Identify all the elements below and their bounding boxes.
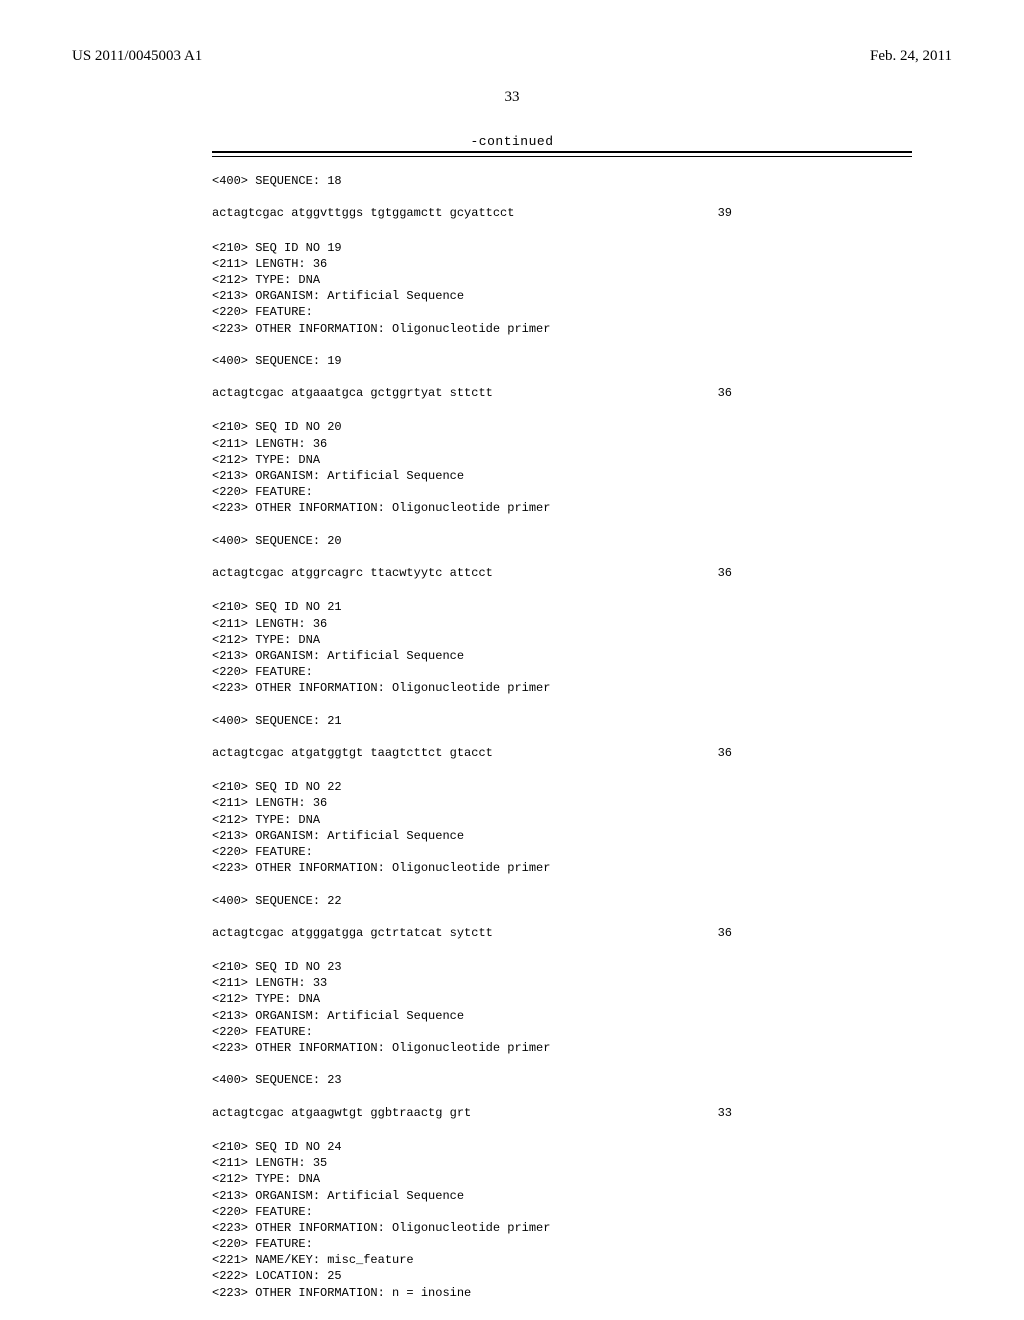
sequence-meta-line: <223> OTHER INFORMATION: Oligonucleotide… [212, 321, 912, 337]
sequence-meta-line [212, 876, 912, 892]
sequence-length: 33 [718, 1105, 912, 1121]
sequence-meta-line: <210> SEQ ID NO 21 [212, 599, 912, 615]
sequence-entry: <210> SEQ ID NO 20<211> LENGTH: 36<212> … [212, 419, 912, 581]
sequence-line: actagtcgac atgaagwtgt ggbtraactg grt 33 [212, 1105, 912, 1121]
sequence-meta-line: <210> SEQ ID NO 23 [212, 959, 912, 975]
sequence-meta-line: <220> FEATURE: [212, 844, 912, 860]
blank-line [212, 909, 912, 925]
sequence-length: 36 [718, 565, 912, 581]
sequence-meta-line [212, 1056, 912, 1072]
sequence-entry: <210> SEQ ID NO 22<211> LENGTH: 36<212> … [212, 779, 912, 941]
sequence-entry: <400> SEQUENCE: 18 actagtcgac atggvttggs… [212, 173, 912, 222]
sequence-meta-line: <213> ORGANISM: Artificial Sequence [212, 288, 912, 304]
sequence-meta-line: <213> ORGANISM: Artificial Sequence [212, 1008, 912, 1024]
sequence-meta-line: <212> TYPE: DNA [212, 632, 912, 648]
sequence-line: actagtcgac atggrcagrc ttacwtyytc attcct 3… [212, 565, 912, 581]
blank-line [212, 1089, 912, 1105]
blank-line [212, 549, 912, 565]
sequence-meta-line: <211> LENGTH: 35 [212, 1155, 912, 1171]
sequence-meta-line [212, 337, 912, 353]
sequence-meta-line: <210> SEQ ID NO 19 [212, 240, 912, 256]
sequence-text: actagtcgac atggvttggs tgtggamctt gcyattc… [212, 205, 514, 221]
sequence-entry: <210> SEQ ID NO 21<211> LENGTH: 36<212> … [212, 599, 912, 761]
sequence-text: actagtcgac atgaagwtgt ggbtraactg grt [212, 1105, 471, 1121]
sequence-meta-line: <220> FEATURE: [212, 484, 912, 500]
sequence-meta-line: <400> SEQUENCE: 20 [212, 533, 912, 549]
sequence-entry: <210> SEQ ID NO 24<211> LENGTH: 35<212> … [212, 1139, 912, 1301]
sequence-meta-line: <212> TYPE: DNA [212, 812, 912, 828]
sequence-meta-line: <400> SEQUENCE: 23 [212, 1072, 912, 1088]
sequence-meta-line: <211> LENGTH: 33 [212, 975, 912, 991]
sequence-meta-line [212, 696, 912, 712]
sequence-line: actagtcgac atgatggtgt taagtcttct gtacct 3… [212, 745, 912, 761]
sequence-line: actagtcgac atgggatgga gctrtatcat sytctt 3… [212, 925, 912, 941]
publication-number: US 2011/0045003 A1 [72, 48, 202, 65]
sequence-meta-line: <210> SEQ ID NO 22 [212, 779, 912, 795]
sequence-text: actagtcgac atggrcagrc ttacwtyytc attcct [212, 565, 493, 581]
sequence-meta-line: <400> SEQUENCE: 18 [212, 173, 912, 189]
sequence-entry: <210> SEQ ID NO 23<211> LENGTH: 33<212> … [212, 959, 912, 1121]
sequence-meta-line: <213> ORGANISM: Artificial Sequence [212, 1188, 912, 1204]
sequence-meta-line [212, 517, 912, 533]
sequence-meta-line: <212> TYPE: DNA [212, 272, 912, 288]
sequence-meta-line: <223> OTHER INFORMATION: n = inosine [212, 1285, 912, 1301]
sequence-meta-line: <211> LENGTH: 36 [212, 436, 912, 452]
sequence-length: 39 [718, 205, 912, 221]
sequence-meta-line: <400> SEQUENCE: 21 [212, 713, 912, 729]
sequence-meta-line: <222> LOCATION: 25 [212, 1268, 912, 1284]
page-header: US 2011/0045003 A1 Feb. 24, 2011 [72, 48, 952, 65]
sequence-meta-line: <211> LENGTH: 36 [212, 795, 912, 811]
sequence-meta-line: <220> FEATURE: [212, 1024, 912, 1040]
blank-line [212, 729, 912, 745]
sequence-meta-line: <212> TYPE: DNA [212, 991, 912, 1007]
sequence-line: actagtcgac atgaaatgca gctggrtyat sttctt 3… [212, 385, 912, 401]
sequence-meta-line: <223> OTHER INFORMATION: Oligonucleotide… [212, 1040, 912, 1056]
sequence-text: actagtcgac atgatggtgt taagtcttct gtacct [212, 745, 493, 761]
blank-line [212, 189, 912, 205]
patent-page: US 2011/0045003 A1 Feb. 24, 2011 33 -con… [0, 0, 1024, 1320]
sequence-text: actagtcgac atgggatgga gctrtatcat sytctt [212, 925, 493, 941]
sequence-meta-line: <213> ORGANISM: Artificial Sequence [212, 828, 912, 844]
continued-label: -continued [72, 134, 952, 149]
sequence-length: 36 [718, 925, 912, 941]
sequence-meta-line: <220> FEATURE: [212, 1236, 912, 1252]
sequence-text: actagtcgac atgaaatgca gctggrtyat sttctt [212, 385, 493, 401]
publication-date: Feb. 24, 2011 [870, 48, 952, 65]
sequence-meta-line: <213> ORGANISM: Artificial Sequence [212, 468, 912, 484]
sequence-meta-line: <223> OTHER INFORMATION: Oligonucleotide… [212, 1220, 912, 1236]
blank-line [212, 369, 912, 385]
sequence-meta-line: <210> SEQ ID NO 20 [212, 419, 912, 435]
sequence-listing: <400> SEQUENCE: 18 actagtcgac atggvttggs… [212, 173, 912, 1301]
sequence-meta-line: <223> OTHER INFORMATION: Oligonucleotide… [212, 860, 912, 876]
section-rule [212, 151, 912, 157]
sequence-meta-line: <211> LENGTH: 36 [212, 616, 912, 632]
sequence-meta-line: <212> TYPE: DNA [212, 452, 912, 468]
sequence-meta-line: <212> TYPE: DNA [212, 1171, 912, 1187]
sequence-meta-line: <220> FEATURE: [212, 304, 912, 320]
sequence-meta-line: <220> FEATURE: [212, 1204, 912, 1220]
sequence-meta-line: <210> SEQ ID NO 24 [212, 1139, 912, 1155]
sequence-meta-line: <400> SEQUENCE: 22 [212, 893, 912, 909]
sequence-meta-line: <220> FEATURE: [212, 664, 912, 680]
sequence-meta-line: <211> LENGTH: 36 [212, 256, 912, 272]
sequence-line: actagtcgac atggvttggs tgtggamctt gcyattc… [212, 205, 912, 221]
sequence-meta-line: <213> ORGANISM: Artificial Sequence [212, 648, 912, 664]
sequence-meta-line: <400> SEQUENCE: 19 [212, 353, 912, 369]
page-number: 33 [72, 89, 952, 106]
sequence-entry: <210> SEQ ID NO 19<211> LENGTH: 36<212> … [212, 240, 912, 402]
sequence-length: 36 [718, 745, 912, 761]
sequence-meta-line: <223> OTHER INFORMATION: Oligonucleotide… [212, 680, 912, 696]
sequence-meta-line: <223> OTHER INFORMATION: Oligonucleotide… [212, 500, 912, 516]
sequence-meta-line: <221> NAME/KEY: misc_feature [212, 1252, 912, 1268]
sequence-length: 36 [718, 385, 912, 401]
